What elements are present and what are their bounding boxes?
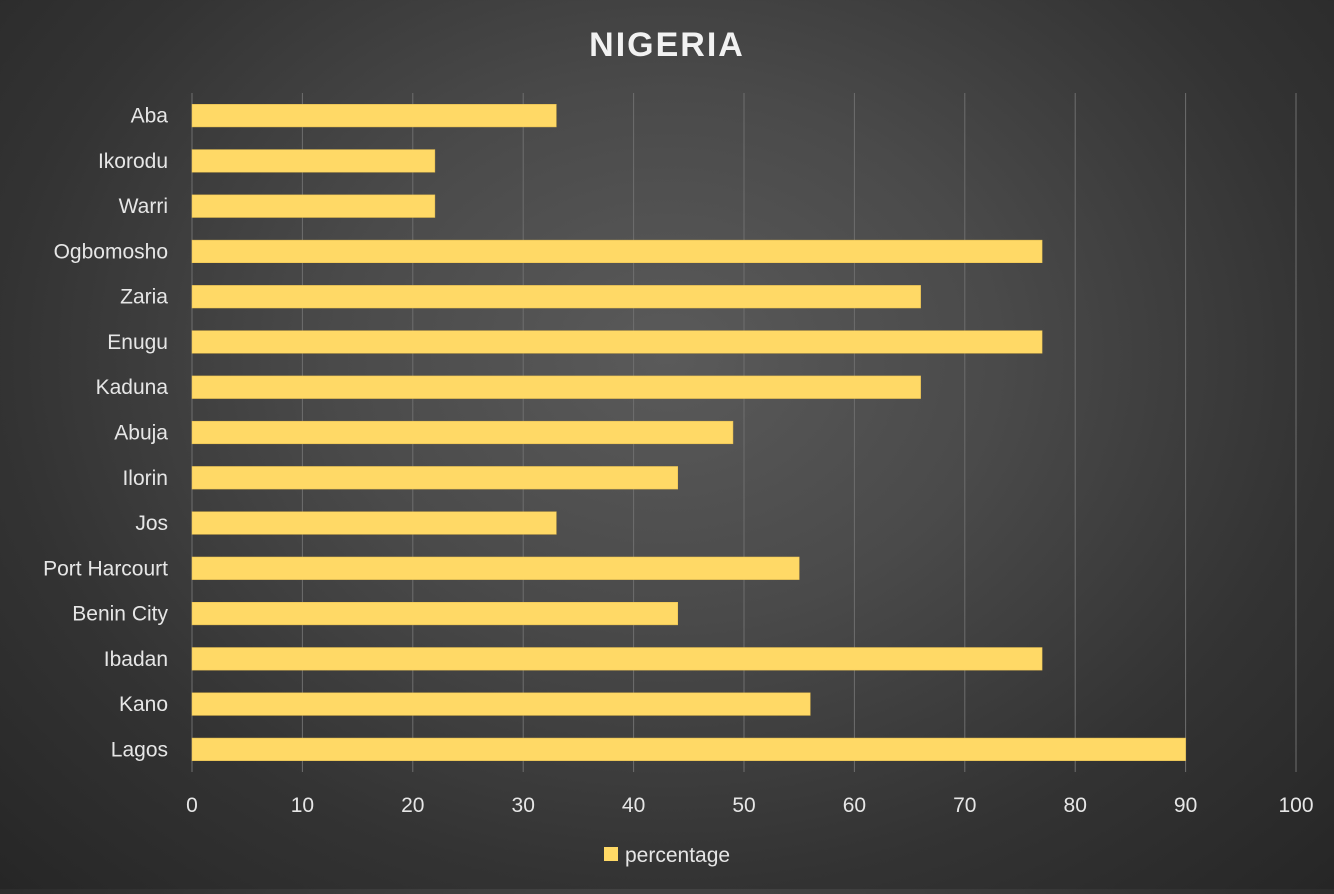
bar-zaria — [191, 285, 921, 309]
x-tick-label: 70 — [953, 794, 976, 817]
bar-aba — [191, 104, 557, 128]
x-tick-label: 40 — [622, 794, 645, 817]
bar-port-harcourt — [191, 556, 800, 580]
x-tick-label: 10 — [291, 794, 314, 817]
x-tick-label: 30 — [512, 794, 535, 817]
bar-ogbomosho — [191, 239, 1043, 264]
bar-kaduna — [191, 375, 921, 399]
category-label: Port Harcourt — [43, 557, 168, 580]
x-tick-labels: 0 10 20 30 40 50 60 70 80 90 100 — [186, 794, 1313, 817]
bar-jos — [191, 511, 557, 535]
category-labels: Lagos Kano Ibadan Benin City Port Harcourt Jo… — [43, 105, 168, 762]
bar-lagos — [191, 737, 1186, 761]
category-label: Ikorodu — [98, 150, 168, 173]
category-label: Kaduna — [96, 376, 169, 399]
category-label: Ibadan — [104, 648, 168, 671]
category-label: Ogbomosho — [54, 240, 168, 263]
bar-ilorin — [191, 466, 679, 490]
bar-benin-city — [191, 602, 679, 626]
chart-title: NIGERIA — [589, 26, 745, 64]
category-label: Kano — [119, 693, 168, 716]
bars — [191, 104, 1186, 761]
category-label: Abuja — [114, 422, 168, 445]
legend-label: percentage — [625, 844, 730, 867]
x-tick-label: 80 — [1064, 794, 1087, 817]
x-tick-label: 60 — [843, 794, 866, 817]
bar-abuja — [191, 420, 734, 445]
category-label: Jos — [135, 512, 168, 535]
bar-kano — [191, 692, 811, 716]
category-label: Warri — [119, 195, 168, 218]
category-label: Ilorin — [122, 467, 168, 490]
bar-ibadan — [191, 647, 1043, 671]
legend-swatch — [604, 847, 618, 861]
x-tick-label: 50 — [732, 794, 755, 817]
legend: percentage — [604, 844, 730, 867]
category-label: Aba — [131, 105, 169, 128]
category-label: Enugu — [107, 331, 168, 354]
category-label: Zaria — [120, 286, 168, 309]
x-tick-label: 0 — [186, 794, 198, 817]
x-tick-label: 20 — [401, 794, 424, 817]
x-tick-label: 100 — [1278, 794, 1313, 817]
bar-ikorodu — [191, 149, 436, 173]
x-tick-label: 90 — [1174, 794, 1197, 817]
bar-warri — [191, 194, 436, 218]
category-label: Lagos — [111, 738, 168, 761]
category-label: Benin City — [72, 603, 168, 626]
bar-enugu — [191, 330, 1043, 354]
